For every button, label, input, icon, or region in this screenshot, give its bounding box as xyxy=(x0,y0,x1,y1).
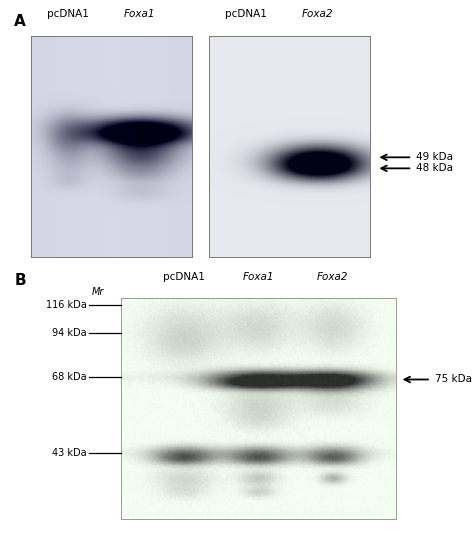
Text: 75 kDa: 75 kDa xyxy=(435,374,472,385)
Text: pcDNA1: pcDNA1 xyxy=(163,272,205,282)
Text: B: B xyxy=(14,273,26,288)
Text: 48 kDa: 48 kDa xyxy=(416,163,453,173)
Text: 49 kDa: 49 kDa xyxy=(416,152,453,162)
Text: A: A xyxy=(14,14,26,29)
Text: pcDNA1: pcDNA1 xyxy=(47,9,89,19)
Text: 43 kDa: 43 kDa xyxy=(53,448,87,458)
Text: Mr: Mr xyxy=(92,287,104,297)
Text: pcDNA1: pcDNA1 xyxy=(225,9,267,19)
Text: 94 kDa: 94 kDa xyxy=(53,327,87,338)
Text: Foxa1: Foxa1 xyxy=(124,9,155,19)
Text: Foxa2: Foxa2 xyxy=(317,272,348,282)
Text: 116 kDa: 116 kDa xyxy=(46,300,87,310)
Text: 68 kDa: 68 kDa xyxy=(53,371,87,382)
Text: Foxa2: Foxa2 xyxy=(302,9,333,19)
Text: Foxa1: Foxa1 xyxy=(243,272,274,282)
